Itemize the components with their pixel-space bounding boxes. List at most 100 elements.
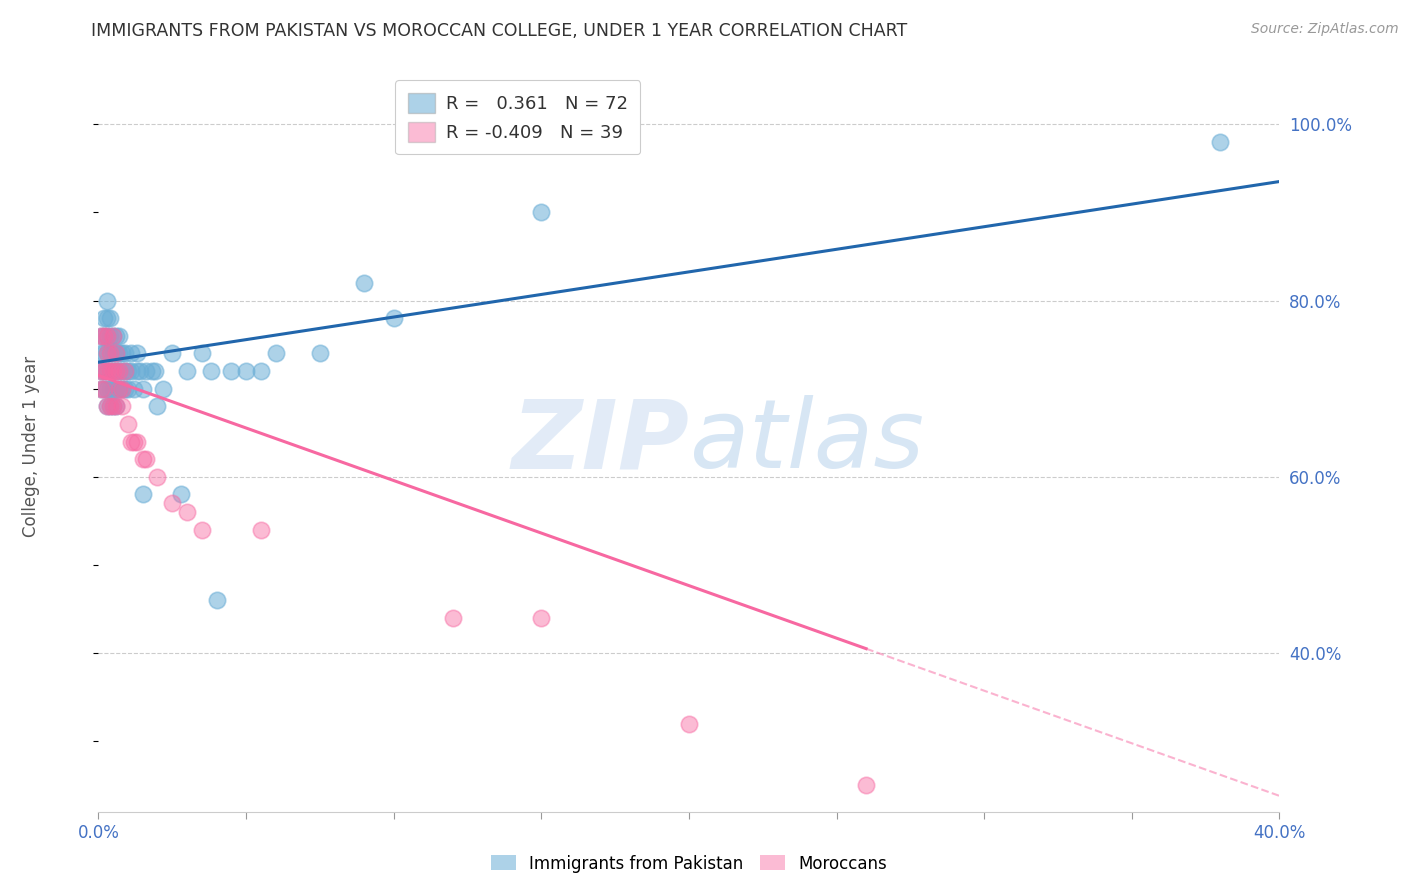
Point — [143, 364, 166, 378]
Point — [103, 399, 125, 413]
Point — [105, 346, 128, 360]
Point — [117, 364, 139, 378]
Point — [141, 364, 163, 378]
Point — [98, 328, 121, 343]
Point — [146, 399, 169, 413]
Point — [108, 364, 131, 378]
Point — [93, 346, 115, 360]
Point — [530, 611, 553, 625]
Point — [191, 523, 214, 537]
Point — [191, 346, 214, 360]
Point — [120, 346, 142, 360]
Point — [98, 364, 121, 378]
Point — [530, 205, 553, 219]
Point — [108, 328, 131, 343]
Point — [170, 487, 193, 501]
Point — [117, 382, 139, 396]
Point — [93, 311, 115, 326]
Text: Source: ZipAtlas.com: Source: ZipAtlas.com — [1251, 22, 1399, 37]
Point — [122, 434, 145, 449]
Point — [98, 382, 121, 396]
Point — [132, 382, 155, 396]
Point — [93, 382, 115, 396]
Point — [128, 364, 150, 378]
Point — [93, 328, 115, 343]
Point — [93, 364, 115, 378]
Point — [105, 328, 128, 343]
Point — [98, 346, 121, 360]
Point — [162, 346, 183, 360]
Point — [96, 346, 118, 360]
Point — [96, 346, 118, 360]
Text: ZIP: ZIP — [510, 395, 689, 488]
Point — [93, 382, 115, 396]
Point — [103, 328, 125, 343]
Point — [111, 364, 134, 378]
Point — [122, 382, 145, 396]
Point — [855, 778, 877, 792]
Point — [152, 382, 174, 396]
Point — [96, 328, 118, 343]
Point — [146, 470, 169, 484]
Point — [135, 452, 157, 467]
Point — [108, 364, 131, 378]
Point — [105, 382, 128, 396]
Point — [108, 346, 131, 360]
Point — [90, 364, 112, 378]
Point — [382, 311, 405, 326]
Point — [96, 293, 118, 308]
Point — [105, 399, 128, 413]
Point — [98, 346, 121, 360]
Point — [114, 382, 136, 396]
Point — [105, 346, 128, 360]
Point — [108, 382, 131, 396]
Point — [96, 328, 118, 343]
Point — [103, 382, 125, 396]
Point — [132, 452, 155, 467]
Point — [98, 399, 121, 413]
Text: College, Under 1 year: College, Under 1 year — [22, 355, 39, 537]
Point — [96, 399, 118, 413]
Point — [96, 364, 118, 378]
Point — [103, 399, 125, 413]
Point — [200, 364, 222, 378]
Point — [120, 434, 142, 449]
Point — [250, 523, 273, 537]
Legend: Immigrants from Pakistan, Moroccans: Immigrants from Pakistan, Moroccans — [484, 848, 894, 880]
Point — [1209, 135, 1232, 149]
Point — [108, 382, 131, 396]
Point — [176, 364, 198, 378]
Point — [105, 364, 128, 378]
Point — [90, 328, 112, 343]
Point — [103, 346, 125, 360]
Point — [353, 276, 375, 290]
Point — [125, 346, 148, 360]
Point — [125, 364, 148, 378]
Point — [98, 399, 121, 413]
Point — [111, 399, 134, 413]
Point — [96, 382, 118, 396]
Point — [98, 364, 121, 378]
Point — [441, 611, 464, 625]
Point — [90, 346, 112, 360]
Point — [111, 382, 134, 396]
Point — [111, 346, 134, 360]
Point — [176, 505, 198, 519]
Point — [90, 382, 112, 396]
Point — [205, 593, 228, 607]
Point — [90, 328, 112, 343]
Point — [93, 364, 115, 378]
Point — [111, 382, 134, 396]
Point — [250, 364, 273, 378]
Point — [132, 487, 155, 501]
Point — [90, 364, 112, 378]
Legend: R =   0.361   N = 72, R = -0.409   N = 39: R = 0.361 N = 72, R = -0.409 N = 39 — [395, 80, 640, 154]
Point — [114, 346, 136, 360]
Point — [96, 364, 118, 378]
Point — [105, 399, 128, 413]
Point — [114, 364, 136, 378]
Point — [120, 364, 142, 378]
Point — [219, 364, 242, 378]
Text: IMMIGRANTS FROM PAKISTAN VS MOROCCAN COLLEGE, UNDER 1 YEAR CORRELATION CHART: IMMIGRANTS FROM PAKISTAN VS MOROCCAN COL… — [91, 22, 908, 40]
Point — [96, 311, 118, 326]
